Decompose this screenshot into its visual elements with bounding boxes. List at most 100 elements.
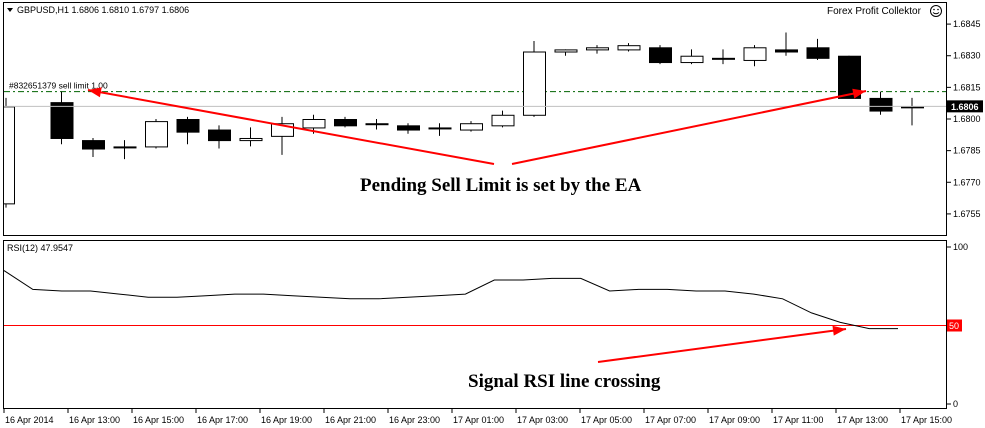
candle — [365, 119, 389, 130]
time-tick-label: 17 Apr 01:00 — [453, 415, 504, 425]
price-axis: 1.6845 1.6830 1.6815 1.6800 1.6785 1.6770 1.67… — [947, 19, 981, 219]
candle — [743, 45, 767, 67]
candle — [712, 49, 735, 65]
candle — [680, 49, 704, 65]
annotation-arrows — [87, 87, 867, 363]
price-tick-label: 1.6800 — [953, 114, 981, 124]
rsi-title: RSI(12) 47.9547 — [7, 243, 73, 253]
candle — [334, 116, 357, 128]
candle — [554, 49, 578, 56]
smiley-face-icon — [930, 5, 942, 17]
rsi-level-box — [947, 319, 962, 332]
candle — [176, 116, 200, 145]
time-tick-label: 16 Apr 2014 — [5, 415, 54, 425]
candle — [3, 97, 15, 208]
candle-body — [239, 137, 263, 142]
price-tick-label: 1.6785 — [953, 146, 981, 156]
candle — [838, 55, 861, 99]
price-tick-label: 1.6755 — [953, 209, 981, 219]
candle — [397, 123, 420, 134]
candle — [145, 119, 168, 149]
price-tick-label: 1.6845 — [953, 19, 981, 29]
candle-body — [901, 106, 924, 109]
time-tick-label: 16 Apr 15:00 — [133, 415, 184, 425]
candle-body — [775, 49, 798, 53]
rsi-tick-label: 100 — [953, 242, 968, 252]
candle — [869, 91, 893, 115]
candle-body — [428, 127, 452, 130]
candle — [617, 43, 641, 52]
price-tick-label: 1.6830 — [953, 51, 981, 61]
arrow-head — [852, 88, 866, 99]
time-tick-label: 16 Apr 21:00 — [325, 415, 376, 425]
arrow-to-order-label — [87, 87, 495, 165]
candle — [428, 123, 452, 136]
rsi-line — [3, 270, 898, 330]
candle-body — [3, 106, 15, 205]
candle — [806, 38, 830, 60]
candle — [113, 140, 137, 160]
time-tick-label: 17 Apr 09:00 — [709, 415, 760, 425]
arrow-shaft — [597, 328, 847, 363]
candle-body — [838, 55, 861, 99]
candle — [649, 45, 672, 65]
order-label: #832651379 sell limit 1.00 — [9, 81, 108, 91]
candle-body — [523, 51, 546, 116]
bid-price-box — [947, 100, 983, 113]
bid-price-label: 1.6806 — [951, 102, 979, 112]
candle — [239, 127, 263, 147]
sell-limit-order-line[interactable]: #832651379 sell limit 1.00 — [4, 81, 946, 93]
rsi-axis: 100 0 — [947, 242, 968, 409]
arrow-shaft — [511, 90, 867, 165]
price-annotation: Pending Sell Limit is set by the EA — [360, 175, 642, 196]
time-tick-label: 16 Apr 23:00 — [389, 415, 440, 425]
candle — [586, 45, 609, 54]
time-tick-label: 17 Apr 03:00 — [517, 415, 568, 425]
expert-name: Forex Profit Collektor — [827, 6, 922, 17]
time-tick-label: 17 Apr 07:00 — [645, 415, 696, 425]
rsi-annotation: Signal RSI line crossing — [468, 371, 661, 392]
candle — [460, 121, 483, 132]
candle-body — [680, 55, 704, 64]
candle — [491, 110, 515, 128]
candle-body — [460, 123, 483, 131]
rsi-series — [3, 270, 898, 330]
arrow-head — [88, 87, 102, 98]
candle-body — [176, 119, 200, 133]
candle — [82, 137, 105, 157]
candle-body — [869, 97, 893, 112]
time-tick-label: 17 Apr 11:00 — [773, 415, 823, 425]
candle-body — [743, 47, 767, 61]
time-tick-label: 16 Apr 13:00 — [69, 415, 120, 425]
time-tick-label: 17 Apr 05:00 — [581, 415, 632, 425]
candle-body — [712, 57, 735, 60]
collapse-arrow-icon[interactable] — [7, 8, 13, 12]
candle-body — [491, 114, 515, 127]
time-tick-label: 16 Apr 17:00 — [197, 415, 248, 425]
candle — [50, 91, 74, 145]
candle-body — [586, 47, 609, 51]
candle-body — [397, 125, 420, 131]
candle — [523, 40, 546, 117]
time-axis: 16 Apr 2014 16 Apr 13:00 16 Apr 15:00 16 Ap… — [3, 409, 952, 425]
candle-body — [50, 102, 74, 139]
candle-body — [334, 119, 357, 127]
arrow-shaft — [87, 89, 495, 165]
time-tick-label: 17 Apr 15:00 — [901, 415, 952, 425]
candle-body — [208, 129, 231, 142]
price-tick-label: 1.6815 — [953, 82, 981, 92]
rsi-level-line: 50 — [4, 319, 962, 332]
arrow-head — [832, 325, 846, 336]
candle-body — [82, 140, 105, 150]
candle-body — [145, 121, 168, 148]
candle-body — [113, 146, 137, 149]
candle-body — [365, 123, 389, 126]
candle-body — [649, 47, 672, 64]
price-tick-label: 1.6770 — [953, 177, 981, 187]
rsi-tick-label: 0 — [953, 399, 958, 409]
rsi-level-label: 50 — [949, 321, 959, 331]
candle — [208, 125, 231, 149]
time-tick-label: 17 Apr 13:00 — [837, 415, 888, 425]
rsi-panel-frame — [3, 240, 947, 409]
